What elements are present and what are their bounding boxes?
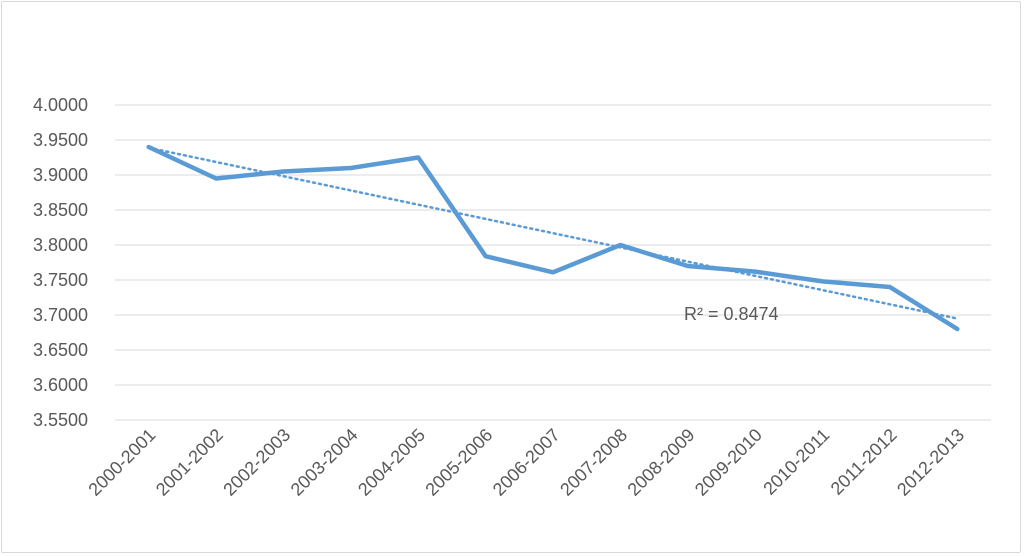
x-tick-label: 2003-2004 (287, 425, 362, 500)
x-tick-label: 2009-2010 (691, 425, 766, 500)
y-tick-label: 3.7000 (33, 305, 88, 325)
x-tick-label: 2002-2003 (219, 425, 294, 500)
x-tick-label: 2004-2005 (354, 425, 429, 500)
x-tick-label: 2001-2002 (152, 425, 227, 500)
y-tick-label: 3.9500 (33, 130, 88, 150)
x-tick-label: 2008-2009 (624, 425, 699, 500)
y-tick-label: 3.5500 (33, 410, 88, 430)
y-tick-label: 3.6500 (33, 340, 88, 360)
x-tick-label: 2007-2008 (556, 425, 631, 500)
trendline-r2-label: R² = 0.8474 (684, 304, 779, 324)
x-tick-label: 2005-2006 (421, 425, 496, 500)
x-tick-label: 2010-2011 (759, 425, 833, 499)
x-tick-label: 2012-2013 (893, 425, 968, 500)
x-tick-label: 2000-2001 (85, 425, 160, 500)
y-tick-label: 3.8500 (33, 200, 88, 220)
x-tick-label: 2011-2012 (827, 425, 901, 499)
y-tick-label: 3.6000 (33, 375, 88, 395)
series-line (146, 144, 960, 332)
y-tick-label: 3.8000 (33, 235, 88, 255)
trendline (147, 146, 959, 320)
y-tick-label: 4.0000 (33, 95, 88, 115)
y-tick-label: 3.9000 (33, 165, 88, 185)
y-tick-label: 3.7500 (33, 270, 88, 290)
x-tick-label: 2006-2007 (489, 425, 564, 500)
